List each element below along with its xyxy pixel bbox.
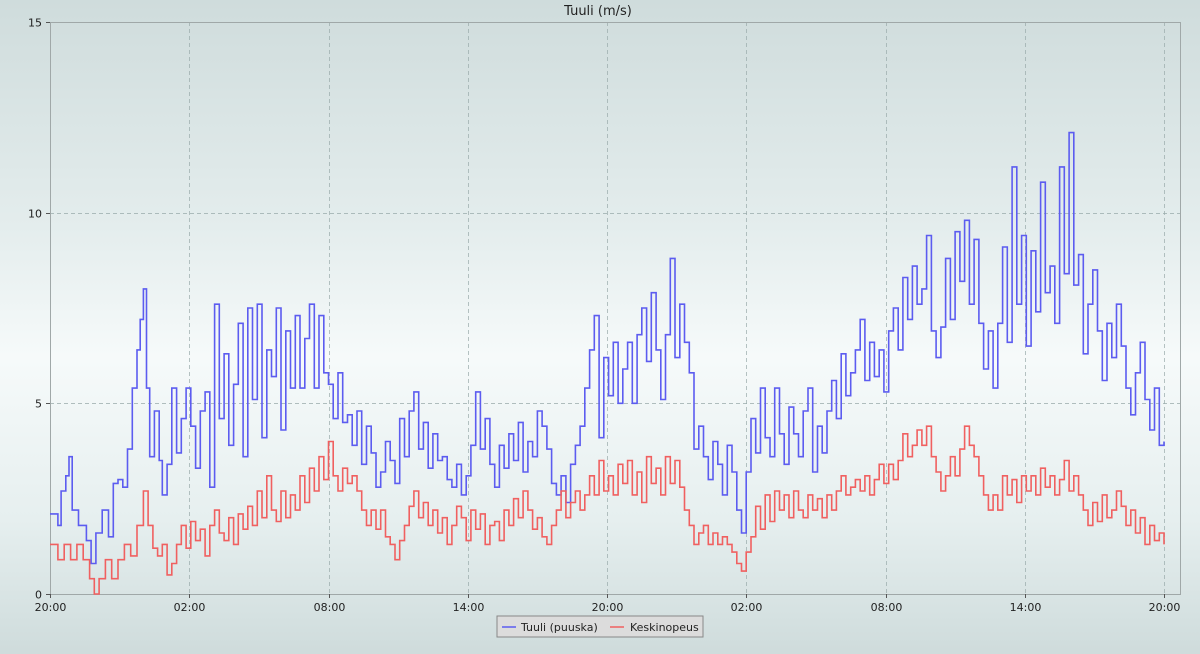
x-tick-label: 02:00 (731, 601, 763, 614)
legend-label-avg: Keskinopeus (630, 621, 699, 634)
x-tick-label: 14:00 (1010, 601, 1042, 614)
x-tick-label: 20:00 (35, 601, 67, 614)
x-tick-label: 02:00 (174, 601, 206, 614)
series-layer (50, 131, 1165, 595)
y-tick-label: 15 (28, 17, 42, 30)
plot-frame (50, 22, 1181, 595)
x-tick-label: 20:00 (592, 601, 624, 614)
axis-layer: 0 5 10 15 20:00 02:00 08:00 14:00 20:00 02:00 08:0… (28, 17, 1180, 615)
chart-title: Tuuli (m/s) (563, 4, 632, 19)
x-tick-label: 14:00 (453, 601, 485, 614)
series-line-gust (50, 131, 1165, 565)
x-tick-label: 20:00 (1149, 601, 1181, 614)
y-tick-label: 0 (35, 589, 42, 602)
y-tick-label: 10 (28, 208, 42, 221)
legend-label-gust: Tuuli (puuska) (520, 621, 598, 634)
series-line-average (50, 425, 1165, 595)
legend: Tuuli (puuska) Keskinopeus (496, 615, 704, 638)
x-tick-label: 08:00 (871, 601, 903, 614)
x-tick-label: 08:00 (314, 601, 346, 614)
y-tick-label: 5 (35, 398, 42, 411)
legend-box (496, 615, 704, 638)
